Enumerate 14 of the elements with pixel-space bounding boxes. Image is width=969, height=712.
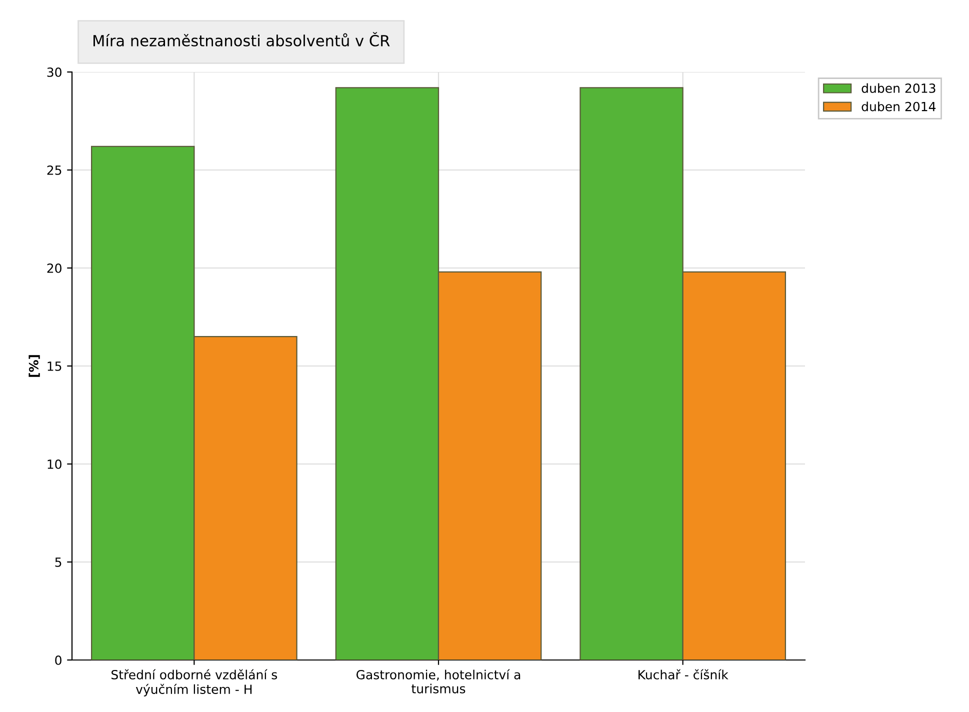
y-tick-label: 20 <box>47 263 62 273</box>
y-tick-label: 10 <box>48 459 62 469</box>
y-axis-title: [%] <box>28 355 40 377</box>
y-tick-label: 5 <box>55 558 62 567</box>
y-tick-label: 25 <box>47 165 62 175</box>
legend-label: duben 2014 <box>862 102 936 112</box>
x-tick-label: Střední odborné vzdělání s výučním listem - H <box>112 669 278 696</box>
y-tick-label: 30 <box>47 67 62 77</box>
chart-title: Míra nezaměstnanosti absolventů v ČR <box>94 32 390 46</box>
y-tick-label: 0 <box>55 655 62 665</box>
x-tick-label: Kuchař - číšník <box>638 669 728 680</box>
y-tick-label: 15 <box>48 362 62 371</box>
legend-label: duben 2013 <box>862 83 936 93</box>
x-tick-label: Gastronomie, hotelnictví a turismus <box>356 669 520 694</box>
